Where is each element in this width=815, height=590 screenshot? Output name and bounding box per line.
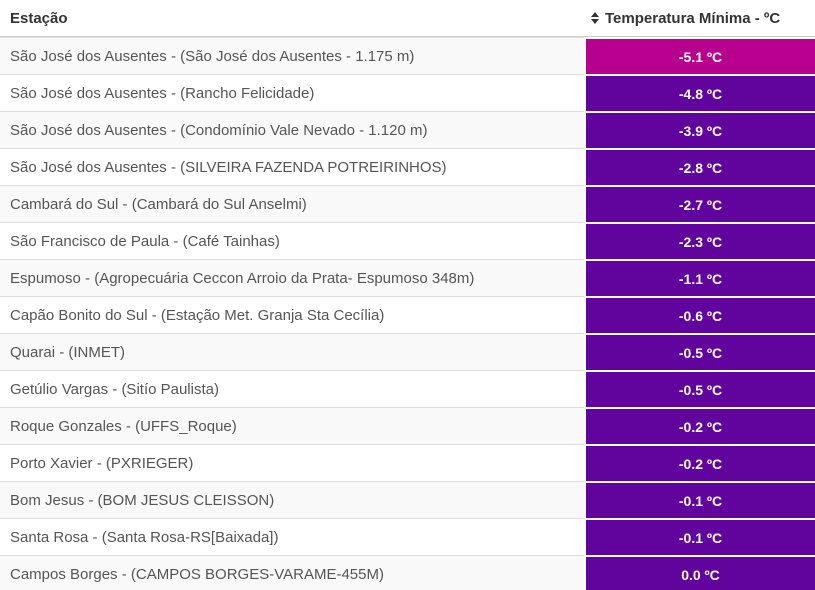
station-cell: Roque Gonzales - (UFFS_Roque) (0, 407, 584, 444)
station-cell: Getúlio Vargas - (Sitío Paulista) (0, 370, 584, 407)
temperature-cell: -0.1 ºC (584, 518, 815, 555)
table-row: Campos Borges - (CAMPOS BORGES-VARAME-45… (0, 555, 815, 590)
temperature-cell: -0.2 ºC (584, 444, 815, 481)
table-row: Cambará do Sul - (Cambará do Sul Anselmi… (0, 185, 815, 222)
table-row: Capão Bonito do Sul - (Estação Met. Gran… (0, 296, 815, 333)
temperature-value: -2.7 ºC (586, 187, 815, 222)
temperature-value: -0.1 ºC (586, 483, 815, 518)
station-cell: Campos Borges - (CAMPOS BORGES-VARAME-45… (0, 555, 584, 590)
table-row: Getúlio Vargas - (Sitío Paulista) -0.5 ºC (0, 370, 815, 407)
station-cell: São José dos Ausentes - (Rancho Felicida… (0, 74, 584, 111)
column-header-temperature[interactable]: Temperatura Mínima - ºC (584, 0, 815, 36)
table-row: São José dos Ausentes - (São José dos Au… (0, 37, 815, 74)
temperature-value: -2.3 ºC (586, 224, 815, 259)
station-cell: Santa Rosa - (Santa Rosa-RS[Baixada]) (0, 518, 584, 555)
station-cell: São José dos Ausentes - (SILVEIRA FAZEND… (0, 148, 584, 185)
temperature-value: -0.1 ºC (586, 520, 815, 555)
column-header-station: Estação (0, 0, 584, 36)
temperature-value: -3.9 ºC (586, 113, 815, 148)
table-row: São José dos Ausentes - (Condomínio Vale… (0, 111, 815, 148)
table-header-row: Estação Temperatura Mínima - ºC (0, 0, 815, 37)
temperature-cell: -0.1 ºC (584, 481, 815, 518)
temperature-cell: -2.8 ºC (584, 148, 815, 185)
table-row: Santa Rosa - (Santa Rosa-RS[Baixada]) -0.… (0, 518, 815, 555)
temperature-cell: -5.1 ºC (584, 37, 815, 74)
temperature-value: -0.5 ºC (586, 372, 815, 407)
station-cell: Capão Bonito do Sul - (Estação Met. Gran… (0, 296, 584, 333)
sort-down-arrow-icon (591, 19, 599, 24)
temperature-value: 0.0 ºC (586, 557, 815, 590)
table-row: Porto Xavier - (PXRIEGER) -0.2 ºC (0, 444, 815, 481)
temperature-value: -0.5 ºC (586, 335, 815, 370)
temperature-value: -0.6 ºC (586, 298, 815, 333)
temperature-cell: -0.2 ºC (584, 407, 815, 444)
temperature-value: -2.8 ºC (586, 150, 815, 185)
sort-up-arrow-icon (591, 12, 599, 17)
table-row: Quarai - (INMET) -0.5 ºC (0, 333, 815, 370)
temperature-cell: 0.0 ºC (584, 555, 815, 590)
table-row: São José dos Ausentes - (Rancho Felicida… (0, 74, 815, 111)
temperature-cell: -0.6 ºC (584, 296, 815, 333)
station-cell: São José dos Ausentes - (Condomínio Vale… (0, 111, 584, 148)
temperature-cell: -2.3 ºC (584, 222, 815, 259)
station-cell: Quarai - (INMET) (0, 333, 584, 370)
temperature-value: -5.1 ºC (586, 39, 815, 74)
temperature-cell: -2.7 ºC (584, 185, 815, 222)
table-row: São José dos Ausentes - (SILVEIRA FAZEND… (0, 148, 815, 185)
temperature-value: -0.2 ºC (586, 446, 815, 481)
temperature-cell: -3.9 ºC (584, 111, 815, 148)
column-header-station-label: Estação (10, 9, 68, 27)
station-cell: São José dos Ausentes - (São José dos Au… (0, 37, 584, 74)
temperature-value: -1.1 ºC (586, 261, 815, 296)
station-cell: Bom Jesus - (BOM JESUS CLEISSON) (0, 481, 584, 518)
temperature-cell: -0.5 ºC (584, 370, 815, 407)
station-cell: São Francisco de Paula - (Café Tainhas) (0, 222, 584, 259)
table-row: São Francisco de Paula - (Café Tainhas) -… (0, 222, 815, 259)
table-row: Espumoso - (Agropecuária Ceccon Arroio d… (0, 259, 815, 296)
temperature-cell: -4.8 ºC (584, 74, 815, 111)
table-body: São José dos Ausentes - (São José dos Au… (0, 37, 815, 590)
temperature-cell: -0.5 ºC (584, 333, 815, 370)
station-cell: Porto Xavier - (PXRIEGER) (0, 444, 584, 481)
table-row: Bom Jesus - (BOM JESUS CLEISSON) -0.1 ºC (0, 481, 815, 518)
station-cell: Espumoso - (Agropecuária Ceccon Arroio d… (0, 259, 584, 296)
station-cell: Cambará do Sul - (Cambará do Sul Anselmi… (0, 185, 584, 222)
temperature-value: -4.8 ºC (586, 76, 815, 111)
column-header-temperature-label: Temperatura Mínima - ºC (605, 9, 781, 27)
temperature-cell: -1.1 ºC (584, 259, 815, 296)
table-row: Roque Gonzales - (UFFS_Roque) -0.2 ºC (0, 407, 815, 444)
temperature-value: -0.2 ºC (586, 409, 815, 444)
sort-icon[interactable] (591, 12, 599, 24)
